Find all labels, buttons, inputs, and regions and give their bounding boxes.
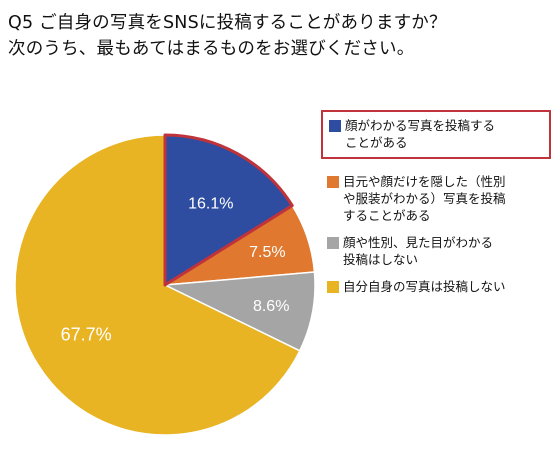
- legend-label-face-hidden-2: や服装がわかる）写真を投稿: [343, 191, 506, 206]
- legend-label-no-self-photo-1: 自分自身の写真は投稿しない: [343, 279, 506, 294]
- legend: 顔がわかる写真を投稿する ことがある 目元や顔だけを隠した（性別 や服装がわかる…: [321, 110, 551, 305]
- pie-slices: [14, 133, 316, 436]
- legend-label-face-hidden-1: 目元や顔だけを隠した（性別: [343, 174, 506, 189]
- pie-slice-highlight-outline: [163, 133, 294, 287]
- legend-label-face-hidden-3: することがある: [343, 208, 431, 223]
- pie-value-label-no-self-photo: 67.7%: [61, 324, 112, 344]
- legend-item-face-visible: 顔がわかる写真を投稿する ことがある: [321, 110, 551, 159]
- legend-swatch-face-hidden: [327, 176, 339, 188]
- legend-swatch-face-visible: [329, 120, 341, 132]
- legend-label-no-identifiable-1: 顔や性別、見た目がわかる: [343, 235, 494, 250]
- pie-value-label-face-hidden: 7.5%: [249, 244, 285, 261]
- legend-item-no-identifiable: 顔や性別、見た目がわかる 投稿はしない: [321, 234, 551, 268]
- legend-item-face-hidden: 目元や顔だけを隠した（性別 や服装がわかる）写真を投稿 することがある: [321, 173, 551, 224]
- legend-label-face-visible-2: ことがある: [345, 135, 408, 150]
- legend-label-face-visible-1: 顔がわかる写真を投稿する: [345, 118, 496, 133]
- chart-title: Q5 ご自身の写真をSNSに投稿することがありますか？ 次のうち、最もあてはまる…: [8, 10, 553, 62]
- chart-title-line-2: 次のうち、最もあてはまるものをお選びください。: [8, 39, 415, 59]
- pie-value-label-face-visible: 16.1%: [188, 195, 233, 212]
- pie-slice-no-self-photo: [14, 134, 301, 436]
- legend-label-no-identifiable-2: 投稿はしない: [343, 252, 419, 267]
- chart-title-line-1: Q5 ご自身の写真をSNSに投稿することがありますか？: [8, 13, 447, 33]
- pie-value-labels: 16.1% 7.5% 8.6% 67.7%: [61, 195, 290, 344]
- legend-item-no-self-photo: 自分自身の写真は投稿しない: [321, 278, 551, 295]
- legend-swatch-no-self-photo: [327, 281, 339, 293]
- pie-value-label-no-identifiable: 8.6%: [253, 298, 289, 315]
- legend-swatch-no-identifiable: [327, 237, 339, 249]
